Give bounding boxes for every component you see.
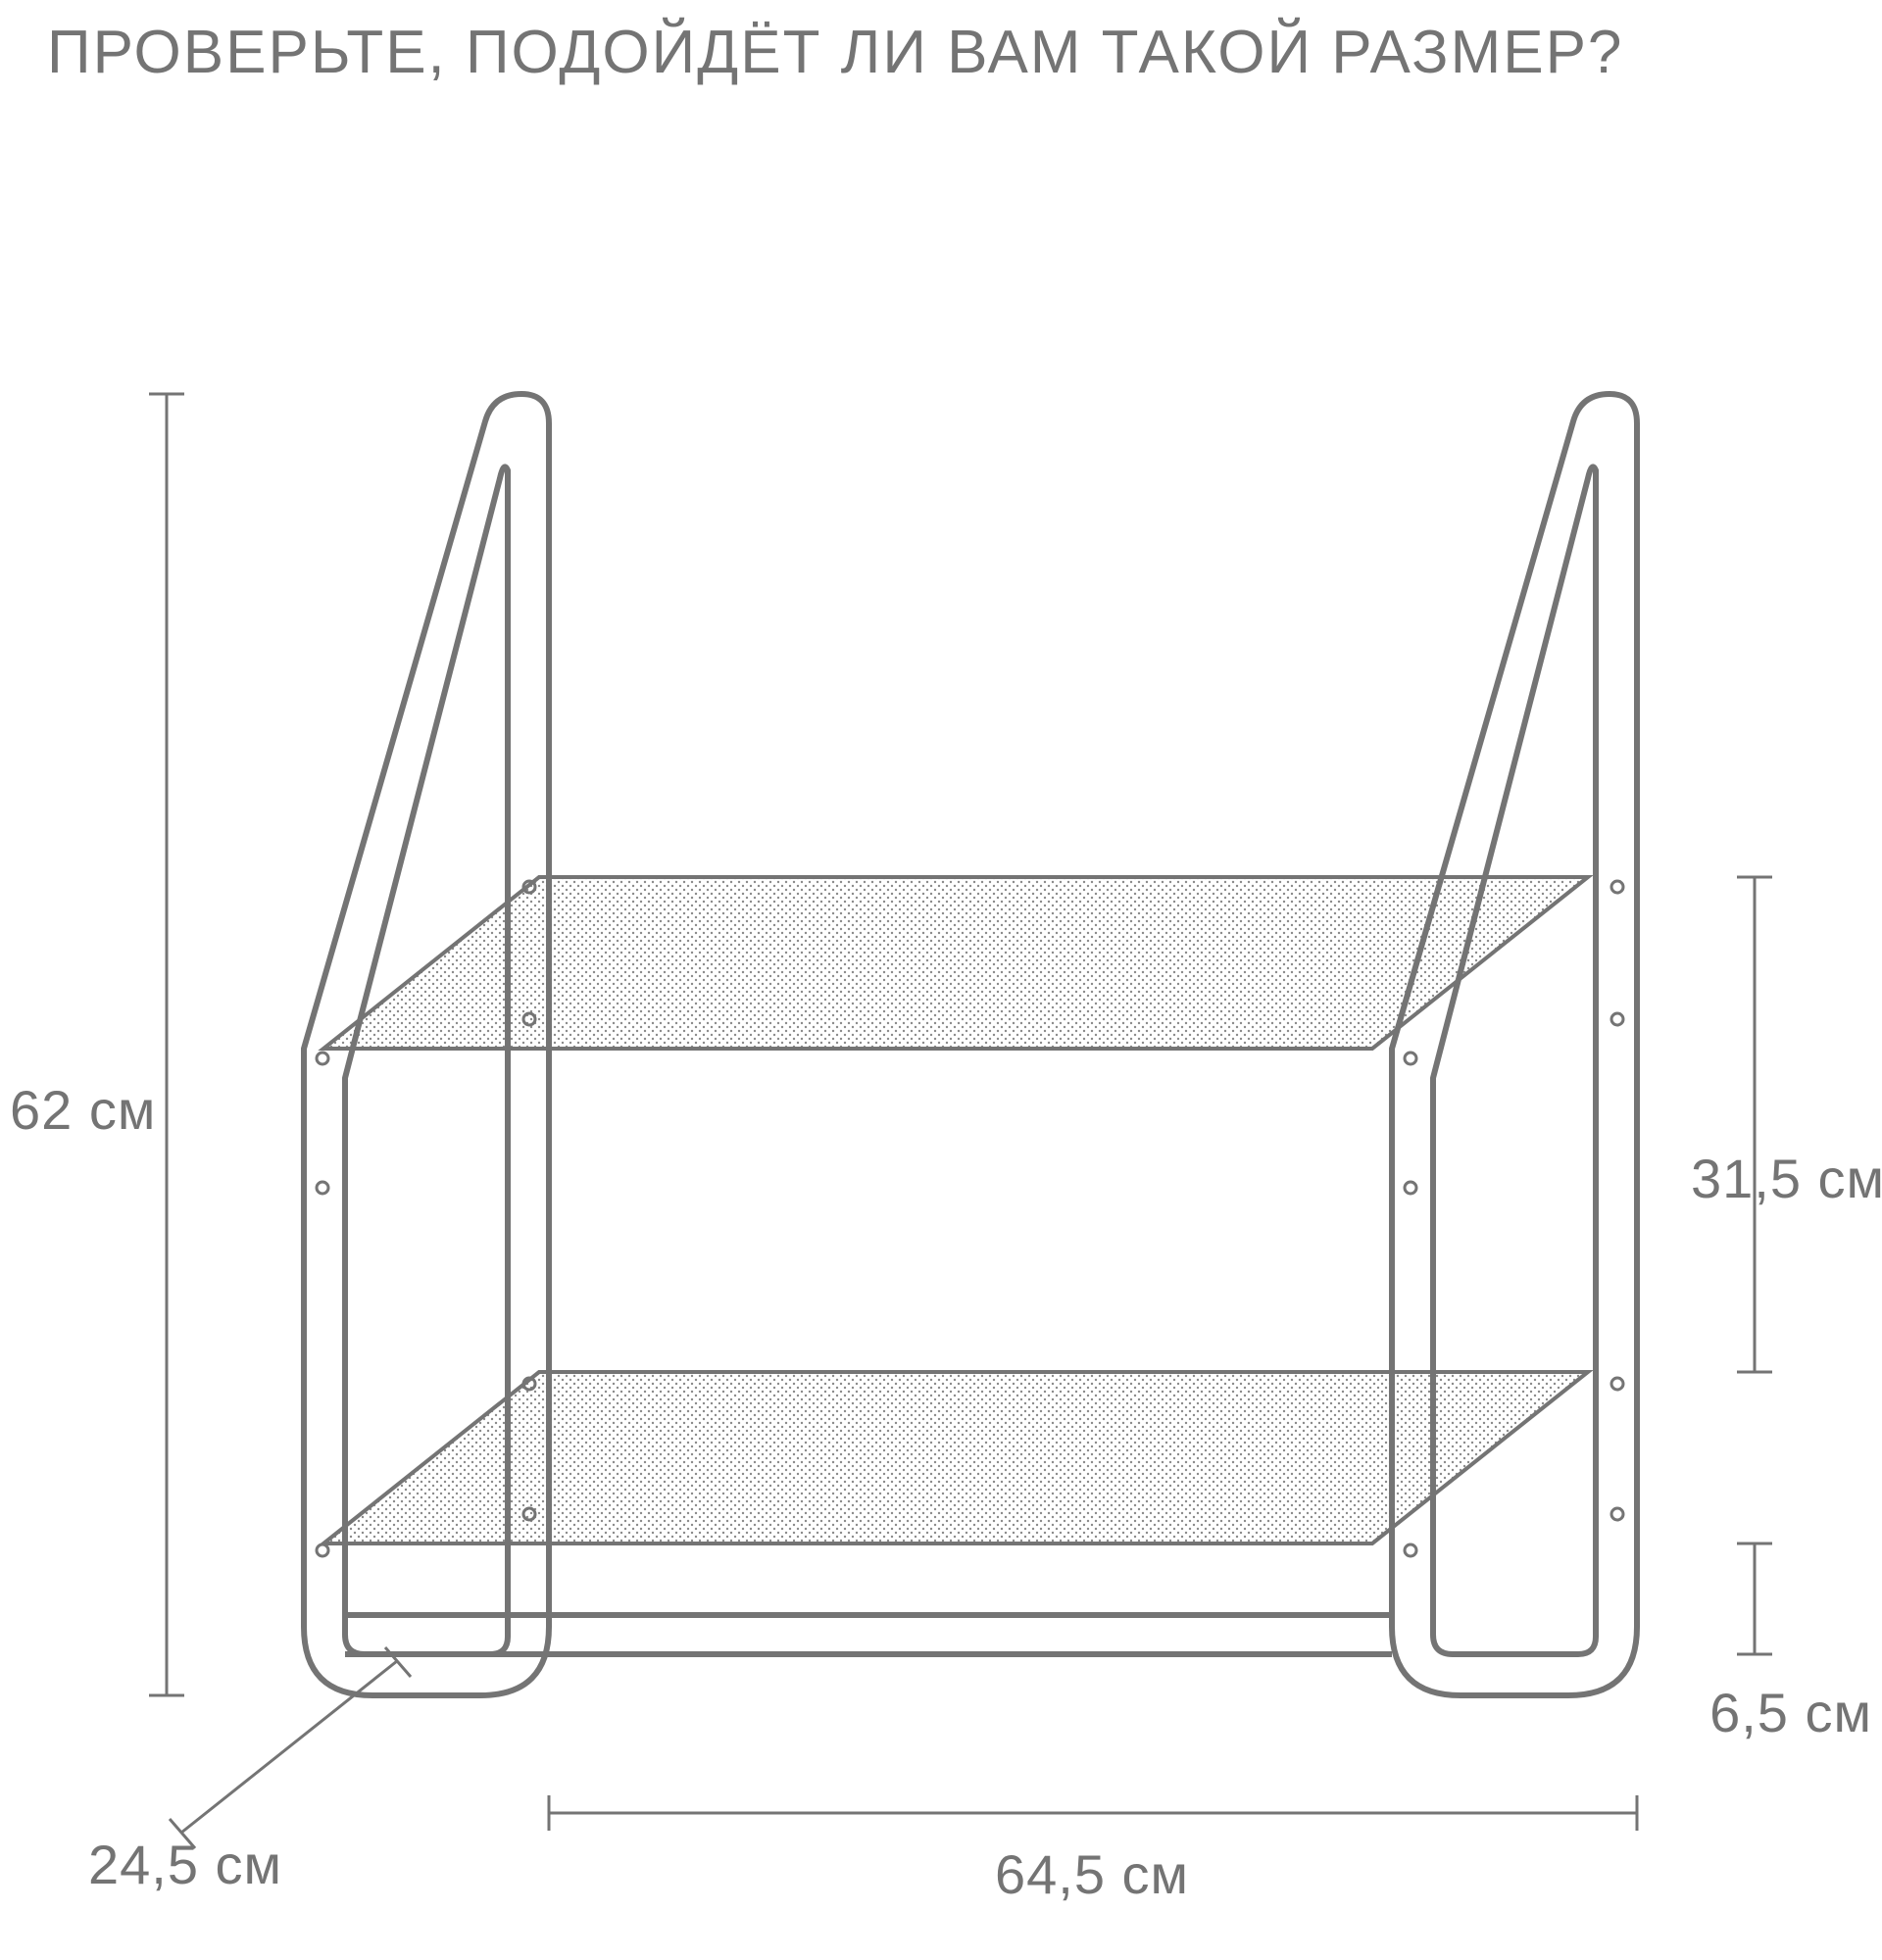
- diagram-canvas: 62 см 24,5 см 64,5 см 31,5 см 6,5 см: [0, 167, 1882, 1960]
- dim-shelf-gap: [1737, 877, 1772, 1372]
- label-width: 64,5 см: [995, 1842, 1189, 1906]
- label-height-total: 62 см: [10, 1078, 156, 1142]
- dim-depth: [170, 1647, 411, 1848]
- dim-height-total: [149, 394, 184, 1695]
- label-shelf-gap: 31,5 см: [1691, 1147, 1867, 1210]
- dimension-lines: [149, 394, 1772, 1848]
- bottom-shelf: [323, 1372, 1588, 1544]
- dim-width: [549, 1795, 1637, 1831]
- label-bottom-clearance: 6,5 см: [1706, 1681, 1872, 1744]
- shelf-diagram-svg: [0, 167, 1882, 1960]
- page-title: ПРОВЕРЬТЕ, ПОДОЙДЁТ ЛИ ВАМ ТАКОЙ РАЗМЕР?: [47, 18, 1623, 87]
- dim-bottom-clearance: [1737, 1544, 1772, 1654]
- page-root: ПРОВЕРЬТЕ, ПОДОЙДЁТ ЛИ ВАМ ТАКОЙ РАЗМЕР?: [0, 0, 1882, 1960]
- label-depth: 24,5 см: [88, 1833, 282, 1896]
